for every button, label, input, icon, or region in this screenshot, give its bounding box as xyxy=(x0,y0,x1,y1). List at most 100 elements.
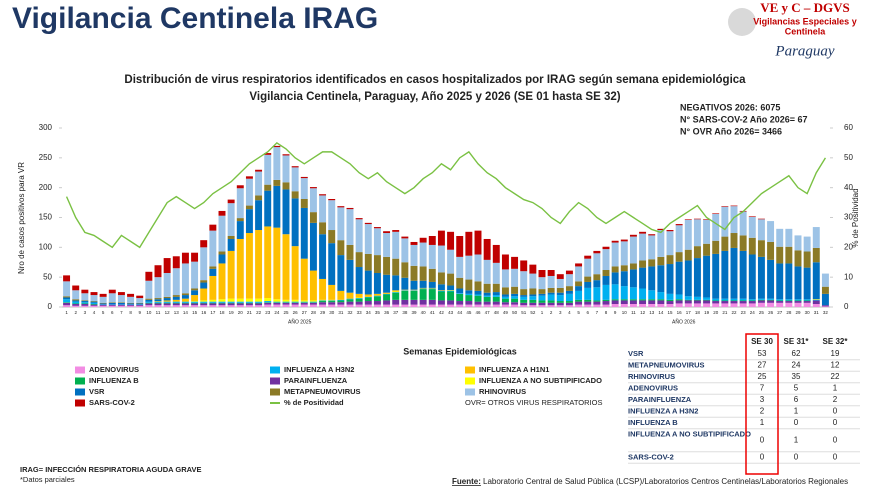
bar-segment xyxy=(483,283,491,293)
bar-segment xyxy=(346,299,354,302)
bar-segment xyxy=(465,295,473,302)
bar-segment xyxy=(447,249,455,274)
bar-segment xyxy=(81,305,89,307)
bar-segment xyxy=(629,263,637,270)
table-cell: 6 xyxy=(794,395,799,404)
legend-label: RHINOVIRUS xyxy=(479,387,526,396)
bar-segment xyxy=(181,252,189,264)
bar-segment xyxy=(236,298,244,302)
bar-segment xyxy=(511,293,519,297)
bar-segment xyxy=(437,284,445,291)
bar-segment xyxy=(163,302,171,304)
x-tick-label: 29 xyxy=(795,310,801,315)
bar-segment xyxy=(291,191,299,199)
bar-segment xyxy=(437,290,445,292)
bar-segment xyxy=(611,304,619,307)
bar-segment xyxy=(419,237,427,243)
bar-segment xyxy=(703,303,711,307)
bar-segment xyxy=(757,299,765,301)
bar-segment xyxy=(337,290,345,300)
bar-segment xyxy=(328,199,336,201)
bar-segment xyxy=(191,303,199,306)
bar-segment xyxy=(465,301,473,305)
table-cell: 0 xyxy=(760,435,765,444)
table-cell: RHINOVIRUS xyxy=(628,372,675,381)
x-tick-label: 43 xyxy=(448,310,454,315)
bar-segment xyxy=(300,258,308,301)
bar-segment xyxy=(730,303,738,307)
bar-segment xyxy=(181,295,189,299)
bar-segment xyxy=(401,262,409,278)
table-cell: 19 xyxy=(831,349,840,358)
bar-segment xyxy=(117,302,125,303)
bar-segment xyxy=(90,292,98,296)
bar-segment xyxy=(136,305,144,307)
bar-segment xyxy=(227,203,235,236)
bar-segment xyxy=(684,303,692,307)
bar-segment xyxy=(383,231,391,234)
bar-segment xyxy=(291,302,299,303)
bar-segment xyxy=(200,280,208,283)
bar-segment xyxy=(209,266,217,269)
bar-segment xyxy=(565,301,573,303)
y2-tick-label: 30 xyxy=(844,213,853,222)
bar-segment xyxy=(72,290,80,300)
table-cell: 0 xyxy=(833,435,838,444)
bar-segment xyxy=(181,303,189,306)
bar-segment xyxy=(200,282,208,289)
bar-segment xyxy=(209,224,217,231)
bar-segment xyxy=(520,302,528,306)
bar-segment xyxy=(419,242,427,267)
bar-segment xyxy=(373,255,381,273)
table-cell: INFLUENZA A H3N2 xyxy=(628,406,698,415)
bar-segment xyxy=(172,303,180,306)
x-tick-label: 34 xyxy=(366,310,372,315)
bar-segment xyxy=(794,299,802,301)
bar-segment xyxy=(757,218,765,220)
x-tick-label: 18 xyxy=(219,310,225,315)
x-tick-label: 14 xyxy=(183,310,189,315)
bar-segment xyxy=(337,255,345,291)
bar-segment xyxy=(620,304,628,307)
bar-segment xyxy=(300,302,308,305)
bar-segment xyxy=(812,299,820,300)
bar-segment xyxy=(648,234,656,236)
table-cell: 0 xyxy=(833,453,838,462)
bar-segment xyxy=(703,255,711,298)
x-tick-label: 3 xyxy=(84,310,87,315)
bar-segment xyxy=(282,154,290,156)
table-cell: PARAINFLUENZA xyxy=(628,395,692,404)
y2-axis-title: % de Positividad xyxy=(851,188,860,247)
bar-segment xyxy=(145,271,153,281)
bar-segment xyxy=(401,277,409,290)
bar-segment xyxy=(575,301,583,305)
bar-segment xyxy=(236,185,244,189)
bar-segment xyxy=(300,199,308,208)
bar-segment xyxy=(282,302,290,303)
bar-segment xyxy=(236,303,244,306)
bar-segment xyxy=(81,302,89,304)
bar-segment xyxy=(227,298,235,302)
y-axis-title: Nro de casos positivos para VR xyxy=(17,162,26,274)
table-header: SE 30 xyxy=(751,337,773,346)
bar-segment xyxy=(72,299,80,301)
legend-label: VSR xyxy=(89,387,105,396)
x-tick-label: 21 xyxy=(247,310,253,315)
bar-segment xyxy=(776,263,784,300)
bar-segment xyxy=(328,230,336,244)
bar-segment xyxy=(136,295,144,299)
x-tick-label: 10 xyxy=(146,310,152,315)
bar-segment xyxy=(355,297,363,299)
bar-segment xyxy=(821,305,829,307)
bar-segment xyxy=(629,304,637,307)
bar-segment xyxy=(556,287,564,293)
x-tick-label: 11 xyxy=(156,310,161,315)
bar-segment xyxy=(712,240,720,254)
bar-segment xyxy=(63,299,71,303)
x-tick-label: 44 xyxy=(457,310,463,315)
bar-segment xyxy=(693,218,701,220)
bar-segment xyxy=(291,167,299,192)
y2-tick-label: 50 xyxy=(844,153,853,162)
bar-segment xyxy=(639,231,647,234)
